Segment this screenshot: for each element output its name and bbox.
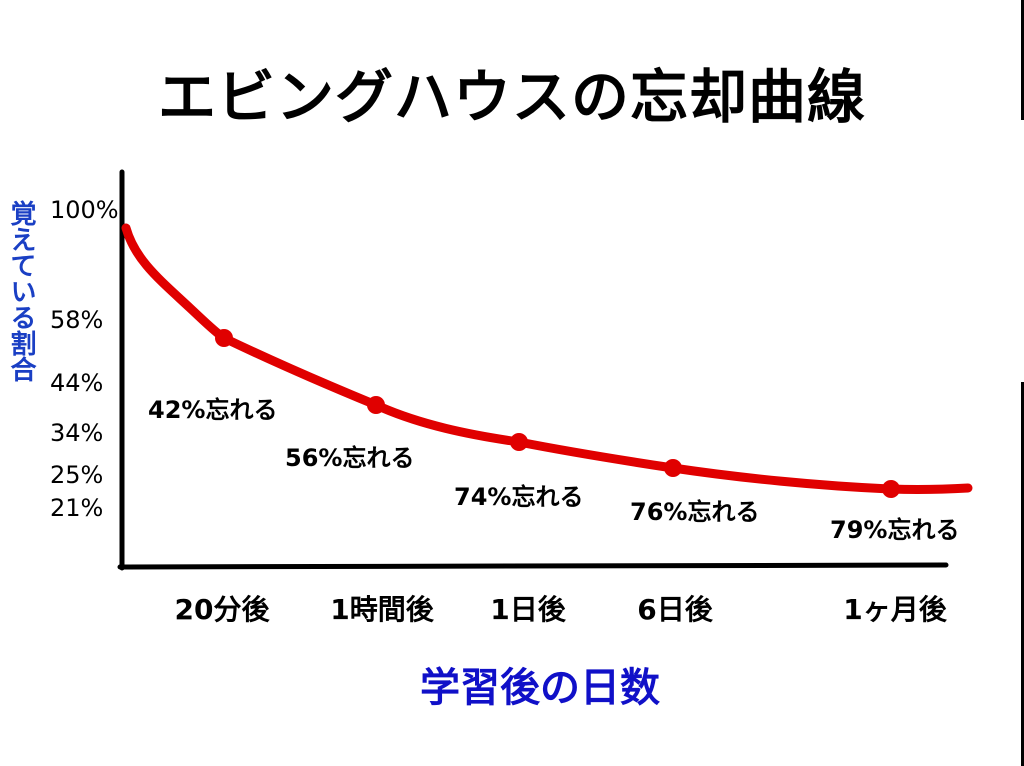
data-point-1hour [367,396,385,414]
data-point-1month [882,480,900,498]
edge-border-bottom [1021,382,1024,766]
x-tick-20min: 20分後 [174,593,270,626]
x-tick-1hour: 1時間後 [330,593,434,626]
x-axis-label: 学習後の日数 [420,665,660,711]
data-point-20min [215,329,233,347]
annotation-20min: 42%忘れる [148,396,278,424]
edge-border-top [1021,0,1024,120]
annotation-6days: 76%忘れる [630,498,760,526]
x-axis-line [117,562,949,570]
y-tick-44: 44% [50,369,104,397]
y-tick-21: 21% [50,494,104,522]
chart-title: エビングハウスの忘却曲線 [157,63,866,131]
data-point-1day [510,433,528,451]
y-tick-25: 25% [50,461,104,489]
data-point-6days [664,459,682,477]
annotation-1day: 74%忘れる [454,483,584,511]
annotation-1month: 79%忘れる [830,516,960,544]
y-tick-58: 58% [50,306,104,334]
y-axis-label: 覚えている割合 [6,200,36,382]
x-tick-1month: 1ヶ月後 [843,593,947,626]
y-tick-100: 100% [50,196,119,224]
x-tick-1day: 1日後 [490,593,566,626]
annotation-1hour: 56%忘れる [285,444,415,472]
y-tick-34: 34% [50,419,104,447]
retention-curve [121,223,973,494]
x-tick-6days: 6日後 [637,593,713,626]
